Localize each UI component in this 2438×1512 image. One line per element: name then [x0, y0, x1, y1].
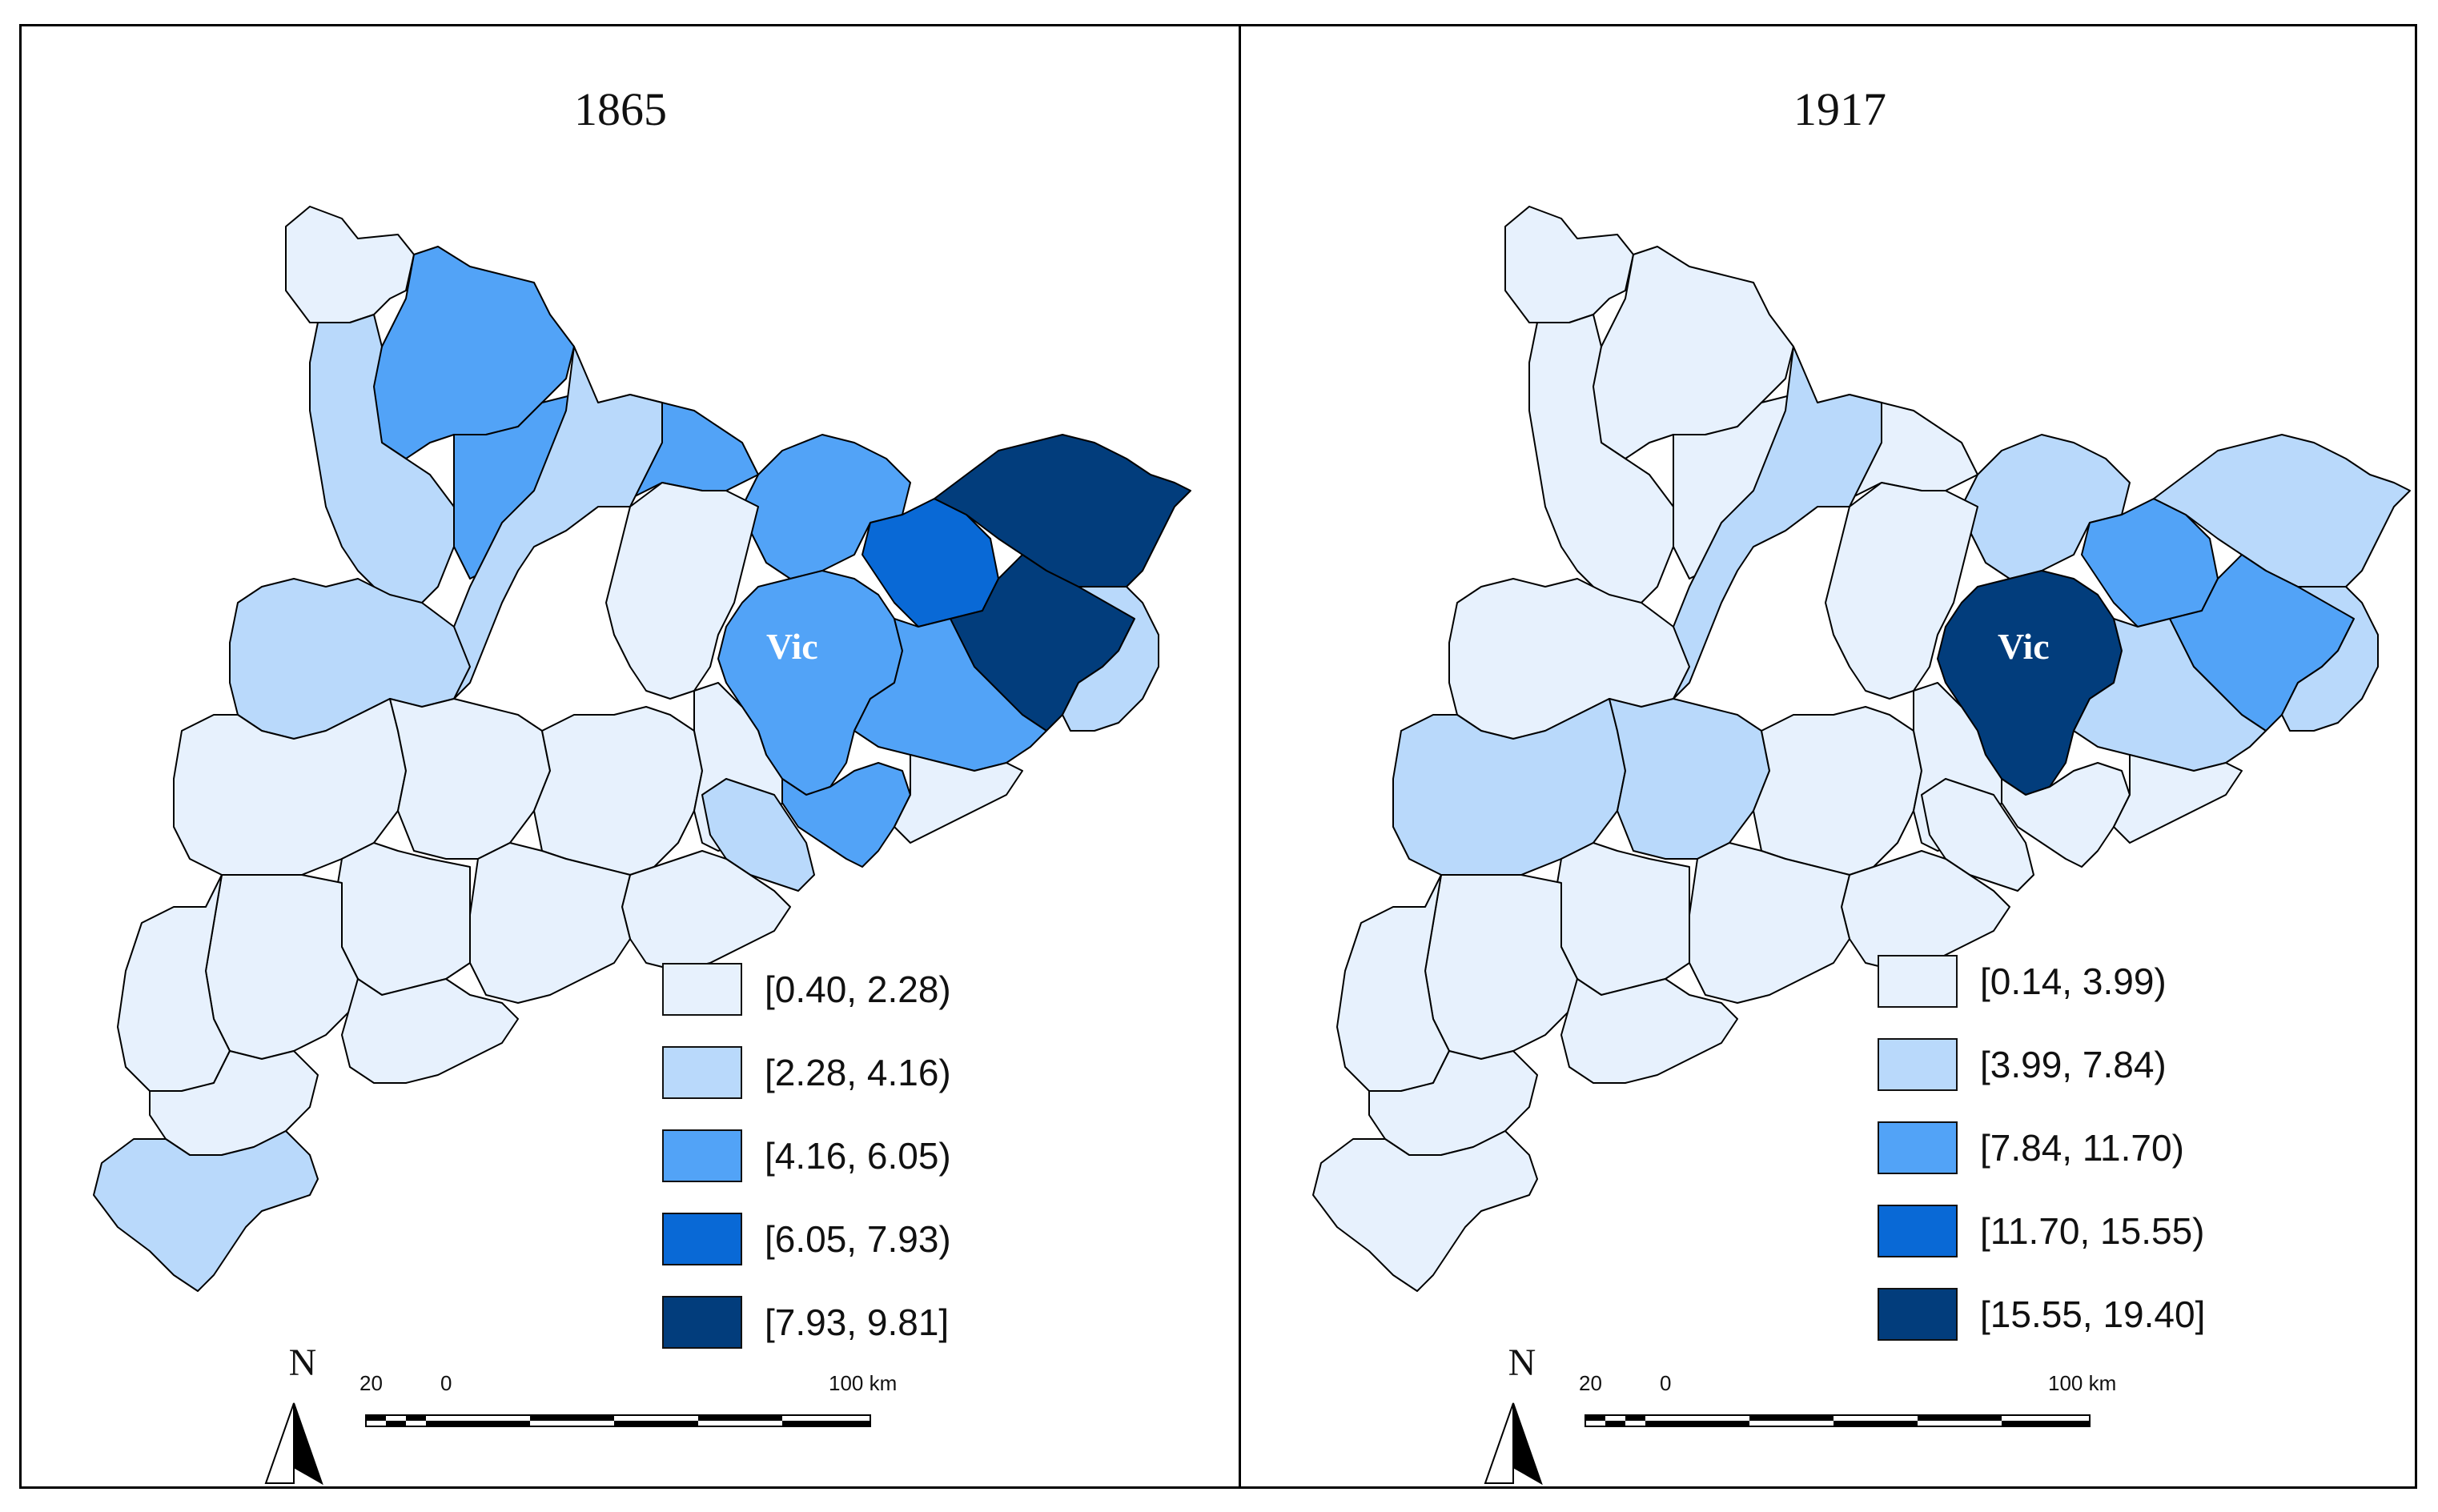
north-indicator: N: [259, 1341, 347, 1493]
scale-labels: 20 0 100 km: [358, 1371, 897, 1435]
region-r12: [437, 346, 663, 700]
map-panel-1917: 1917: [1241, 26, 2438, 1486]
region-r28: [1312, 1130, 1538, 1292]
legend-swatch: [662, 963, 742, 1016]
legend-label: [0.40, 2.28): [765, 969, 951, 1010]
panel-title: 1917: [1793, 83, 1886, 135]
legend-label: [4.16, 6.05): [765, 1135, 951, 1177]
legend-label: [6.05, 7.93): [765, 1218, 951, 1260]
legend-swatch: [662, 1046, 742, 1099]
region-r12: [1657, 346, 1882, 700]
scale-labels: 20 0 100 km: [1577, 1371, 2116, 1435]
scale-label-zero: 0: [1660, 1371, 1672, 1395]
scale-bar: [1584, 1414, 2091, 1427]
region-vic: [1937, 570, 2123, 796]
panel-divider: [1239, 26, 1241, 1486]
legend-label: [3.99, 7.84): [1980, 1044, 2167, 1085]
scale-label-left: 20: [359, 1371, 383, 1395]
vic-label: Vic: [1998, 626, 2050, 667]
figure-frame: 1865: [19, 24, 2417, 1489]
region-r14: [309, 314, 455, 604]
legend-swatch: [1878, 955, 1958, 1008]
legend-swatch: [1878, 1205, 1958, 1257]
region-r22: [469, 842, 631, 1004]
region-r8: [2281, 586, 2379, 732]
legend-swatch: [1878, 1038, 1958, 1091]
north-arrow: [264, 1402, 323, 1486]
legend-swatch: [1878, 1121, 1958, 1174]
north-arrow: [1484, 1402, 1543, 1486]
region-r8: [1062, 586, 1159, 732]
legend-label: [15.55, 19.40]: [1980, 1293, 2206, 1335]
legend-swatch: [662, 1129, 742, 1182]
choropleth-map: Vic: [1312, 206, 2411, 1486]
region-r14: [1528, 314, 1674, 604]
region-r21: [1841, 850, 2010, 972]
region-r28: [93, 1130, 319, 1292]
north-indicator: N: [1478, 1341, 1566, 1493]
region-r17: [1609, 698, 1770, 860]
region-r25: [1560, 978, 1738, 1084]
legend-swatch: [1878, 1288, 1958, 1341]
region-r11: [894, 754, 1023, 844]
legend-swatch: [662, 1213, 742, 1265]
vic-label: Vic: [766, 626, 818, 667]
region-r24: [1424, 874, 1578, 1060]
region-r13: [1825, 482, 1978, 700]
region-r25: [341, 978, 519, 1084]
region-r18: [1753, 706, 1922, 876]
region-r18: [533, 706, 703, 876]
region-r21: [621, 850, 791, 972]
legend-label: [2.28, 4.16): [765, 1052, 951, 1093]
legend-label: [0.14, 3.99): [1980, 961, 2167, 1002]
legend-label: [11.70, 15.55): [1980, 1210, 2205, 1252]
region-r24: [205, 874, 359, 1060]
region-r1: [1504, 206, 1634, 323]
legend-label: [7.84, 11.70): [1980, 1127, 2184, 1169]
choropleth-map: Vic: [93, 206, 1191, 1486]
legend-swatch: [662, 1296, 742, 1349]
scale-label-left: 20: [1579, 1371, 1602, 1395]
region-vic: [717, 570, 903, 796]
map-panel-1865: 1865: [22, 26, 1219, 1486]
scale-label-right: 100 km: [2048, 1371, 2117, 1395]
north-label: N: [1508, 1342, 1536, 1384]
scale-bar: [365, 1414, 871, 1427]
scale-label-zero: 0: [440, 1371, 452, 1395]
region-r11: [2113, 754, 2243, 844]
panel-title: 1865: [574, 83, 667, 135]
legend-label: [7.93, 9.81]: [765, 1301, 950, 1343]
region-r17: [389, 698, 551, 860]
region-r13: [605, 482, 759, 700]
region-r22: [1689, 842, 1850, 1004]
scale-label-right: 100 km: [829, 1371, 898, 1395]
region-r1: [285, 206, 415, 323]
north-label: N: [288, 1342, 317, 1384]
